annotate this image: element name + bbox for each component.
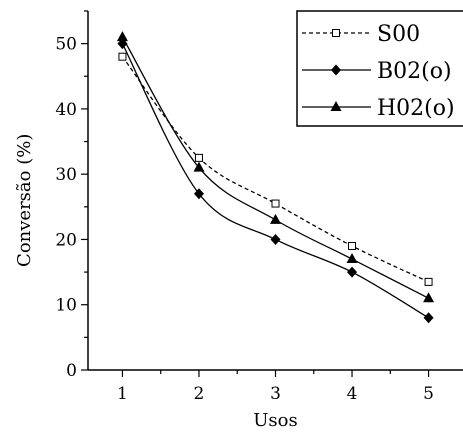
series-line-3 bbox=[121, 36, 429, 299]
y-tick-label: 50 bbox=[55, 35, 77, 55]
x-tick-label: 1 bbox=[117, 384, 128, 404]
data-point-s3-3 bbox=[270, 213, 281, 224]
data-point-s3-4 bbox=[346, 253, 358, 264]
data-point-s3-2 bbox=[193, 161, 205, 172]
legend-marker-1 bbox=[332, 29, 340, 37]
data-point-s1-4 bbox=[348, 241, 357, 250]
data-point-s1-5 bbox=[424, 277, 433, 286]
data-point-s2-4 bbox=[347, 266, 358, 278]
x-tick-label: 5 bbox=[423, 384, 434, 404]
legend-label-2: B02(o) bbox=[377, 59, 452, 84]
series-line-1 bbox=[121, 56, 429, 283]
x-axis-title: Usos bbox=[253, 410, 297, 431]
data-point-s2-2 bbox=[193, 188, 204, 200]
series-line-2 bbox=[121, 43, 429, 319]
x-tick-label: 4 bbox=[347, 384, 358, 404]
legend-marker-3 bbox=[330, 101, 342, 111]
legend: S00 B02(o) H02(o) bbox=[296, 10, 463, 127]
data-point-s1-3 bbox=[271, 199, 280, 208]
legend-marker-2 bbox=[331, 64, 341, 76]
y-tick-label: 30 bbox=[55, 165, 77, 185]
y-tick-label: 40 bbox=[55, 100, 77, 120]
data-point-s2-5 bbox=[423, 312, 434, 324]
x-tick-label: 2 bbox=[194, 384, 205, 404]
data-point-s2-3 bbox=[270, 233, 281, 245]
y-tick-label: 20 bbox=[55, 230, 77, 250]
data-point-s3-1 bbox=[116, 31, 128, 42]
data-point-s3-5 bbox=[423, 292, 435, 303]
data-point-s1-2 bbox=[194, 153, 203, 162]
data-point-s1-1 bbox=[118, 52, 127, 61]
legend-label-1: S00 bbox=[377, 22, 420, 47]
y-tick-label: 0 bbox=[66, 361, 77, 381]
plot-area bbox=[116, 31, 435, 324]
x-tick-label: 3 bbox=[270, 384, 281, 404]
y-tick-label: 10 bbox=[55, 296, 77, 316]
y-axis-title: Conversão (%) bbox=[14, 134, 35, 267]
legend-label-3: H02(o) bbox=[377, 96, 455, 121]
axes: 0 10 20 30 40 50 1 2 3 4 5 bbox=[55, 10, 463, 404]
